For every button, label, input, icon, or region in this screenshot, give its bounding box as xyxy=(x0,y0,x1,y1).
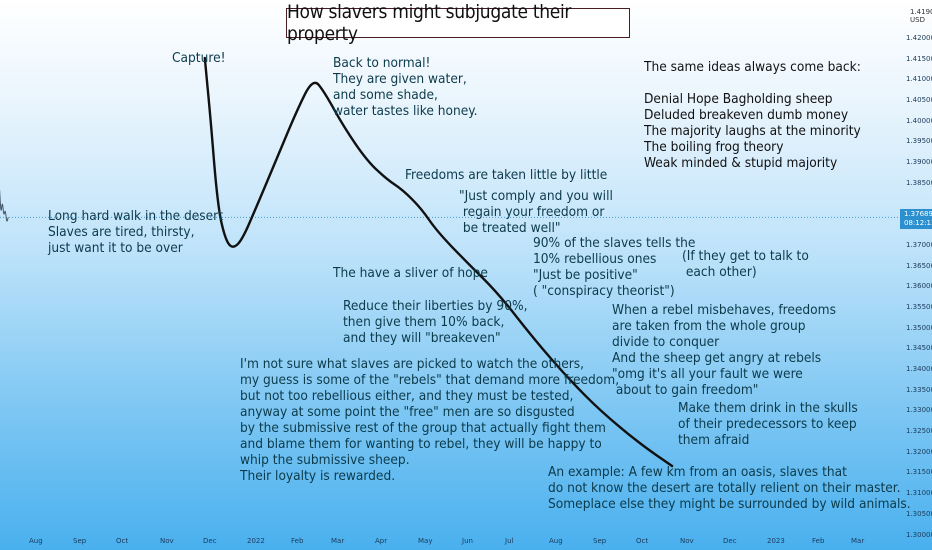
series-group xyxy=(0,56,674,468)
x-tick-label: May xyxy=(418,537,433,545)
x-tick-label: Oct xyxy=(636,537,649,545)
y-tick-label: 1.32500 xyxy=(906,427,932,435)
y-tick-label: 1.35500 xyxy=(906,303,932,311)
chart-title: How slavers might subjugate their proper… xyxy=(286,1,630,45)
x-tick-label: Feb xyxy=(291,537,304,545)
y-tick-label: 1.38500 xyxy=(906,179,932,187)
note-back-to-normal: Back to normal! They are given water, an… xyxy=(333,55,478,119)
series-line-1 xyxy=(0,189,9,222)
series-line-0 xyxy=(203,56,674,468)
y-tick-label: 1.35000 xyxy=(906,324,932,332)
current-price-badge: 1.37689 08:12:13 xyxy=(900,209,932,229)
note-capture: Capture! xyxy=(172,50,226,66)
x-tick-label: Nov xyxy=(160,537,174,545)
current-price-value: 1.37689 xyxy=(904,210,932,218)
x-tick-label: Sep xyxy=(593,537,607,545)
y-tick-label: 1.31000 xyxy=(906,489,932,497)
x-tick-label: Oct xyxy=(116,537,129,545)
y-tick-label: 1.32000 xyxy=(906,448,932,456)
note-example: An example: A few km from an oasis, slav… xyxy=(548,464,911,512)
note-same-ideas: The same ideas always come back: Denial … xyxy=(644,59,861,171)
y-tick-label: 1.33000 xyxy=(906,406,932,414)
y-tick-label: 1.41500 xyxy=(906,55,932,63)
note-skulls: Make them drink in the skulls of their p… xyxy=(678,400,858,448)
y-tick-label: 1.36500 xyxy=(906,262,932,270)
x-tick-label: Apr xyxy=(375,537,388,545)
x-tick-label: Mar xyxy=(851,537,865,545)
y-tick-label: 1.31500 xyxy=(906,468,932,476)
y-tick-label: 1.40500 xyxy=(906,96,932,104)
note-if-they-get: (If they get to talk to each other) xyxy=(682,248,809,280)
note-long-walk: Long hard walk in the desert Slaves are … xyxy=(48,208,223,256)
y-axis-top-label: 1.41900 USD xyxy=(910,8,932,24)
note-not-sure: I'm not sure what slaves are picked to w… xyxy=(240,356,620,484)
y-tick-label: 1.34000 xyxy=(906,365,932,373)
x-tick-label: Nov xyxy=(680,537,694,545)
x-tick-label: Mar xyxy=(331,537,345,545)
x-tick-label: Sep xyxy=(73,537,87,545)
y-tick-label: 1.33500 xyxy=(906,386,932,394)
y-tick-label: 1.37000 xyxy=(906,241,932,249)
y-tick-label: 1.30500 xyxy=(906,510,932,518)
note-just-comply: "Just comply and you will regain your fr… xyxy=(459,188,613,236)
countdown-value: 08:12:13 xyxy=(904,219,932,227)
x-tick-label: 2023 xyxy=(767,537,785,545)
y-tick-label: 1.40000 xyxy=(906,117,932,125)
x-tick-label: Feb xyxy=(812,537,825,545)
x-tick-label: Aug xyxy=(29,537,43,545)
y-axis-top-value: 1.41900 xyxy=(910,8,932,16)
y-tick-label: 1.39500 xyxy=(906,137,932,145)
note-freedoms-taken: Freedoms are taken little by little xyxy=(405,167,608,183)
x-tick-label: Aug xyxy=(549,537,563,545)
x-tick-label: Jun xyxy=(462,537,473,545)
y-tick-label: 1.42000 xyxy=(906,34,932,42)
currency-label: USD xyxy=(910,16,925,24)
x-tick-label: Dec xyxy=(723,537,737,545)
note-reduce-liberties: Reduce their liberties by 90%, then give… xyxy=(343,298,528,346)
x-tick-label: Dec xyxy=(203,537,217,545)
x-tick-label: Jul xyxy=(505,537,514,545)
x-tick-label: 2022 xyxy=(247,537,265,545)
y-tick-label: 1.36000 xyxy=(906,282,932,290)
y-tick-label: 1.39000 xyxy=(906,158,932,166)
note-ninety-percent: 90% of the slaves tells the 10% rebellio… xyxy=(533,235,696,299)
note-sliver-of-hope: The have a sliver of hope xyxy=(333,265,488,281)
note-rebel-misbehaves: When a rebel misbehaves, freedoms are ta… xyxy=(612,302,836,398)
y-tick-label: 1.34500 xyxy=(906,344,932,352)
y-tick-label: 1.41000 xyxy=(906,75,932,83)
y-tick-label: 1.30000 xyxy=(906,531,932,539)
